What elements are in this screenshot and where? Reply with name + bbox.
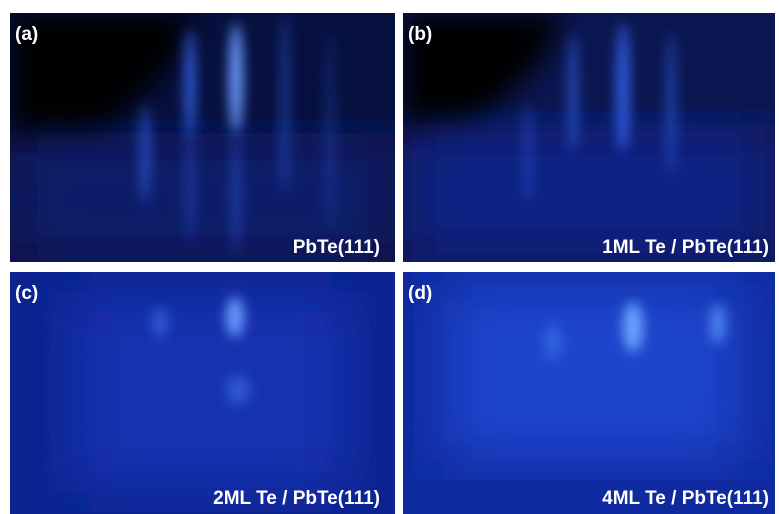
panel-b: (b) 1ML Te / PbTe(111) <box>403 13 775 262</box>
panel-label: (b) <box>408 24 432 45</box>
figure: {"panels": [ {"label": "(a)", "caption":… <box>0 0 779 514</box>
panel-caption: PbTe(111) <box>293 237 380 258</box>
panel-caption: 1ML Te / PbTe(111) <box>602 237 769 258</box>
panel-d: (d) 4ML Te / PbTe(111) <box>403 272 775 514</box>
panel-label: (c) <box>15 283 38 304</box>
panel-caption: 4ML Te / PbTe(111) <box>602 488 769 509</box>
panel-caption: 2ML Te / PbTe(111) <box>213 488 380 509</box>
panel-a: (a) PbTe(111) <box>10 13 395 262</box>
panel-label: (a) <box>15 24 38 45</box>
panel-label: (d) <box>408 283 432 304</box>
glow <box>70 292 350 492</box>
glow <box>443 282 743 462</box>
panel-c: (c) 2ML Te / PbTe(111) <box>10 272 395 514</box>
